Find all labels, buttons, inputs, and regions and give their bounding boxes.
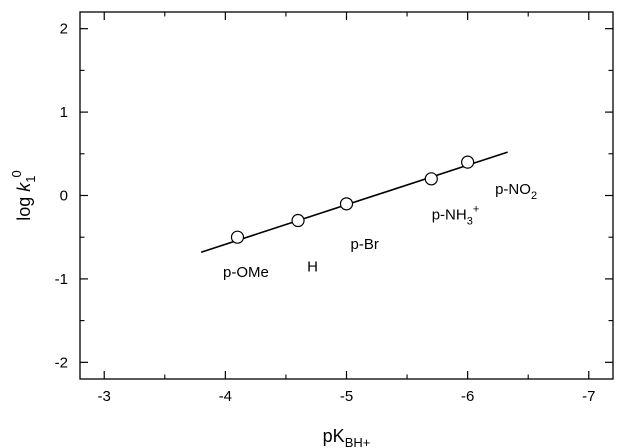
annotation-main: H xyxy=(307,258,318,275)
annotation-superscript: + xyxy=(473,204,479,216)
fit-line xyxy=(200,151,508,253)
annotation-subscript: 3 xyxy=(467,216,473,228)
point-annotation: p-NO2 xyxy=(495,181,537,202)
annotation-main: p-OMe xyxy=(223,264,269,281)
data-point xyxy=(291,213,305,228)
y-axis-title-main: log xyxy=(14,192,34,221)
x-axis-title-subscript: BH+ xyxy=(345,435,371,448)
y-axis-title: log k10 xyxy=(9,170,38,221)
x-axis-title: pKBH+ xyxy=(323,426,371,448)
data-point xyxy=(230,230,245,244)
x-tick-label: -3 xyxy=(98,388,111,405)
x-tick-label: -7 xyxy=(582,388,595,405)
points-layer xyxy=(230,155,475,244)
y-tick-label: -1 xyxy=(55,271,68,288)
y-axis-title-superscript: 0 xyxy=(9,170,24,177)
y-tick-label: 2 xyxy=(60,21,68,38)
annotations-layer: p-OMe Hp-Br p-NH3+ p-NO2 xyxy=(223,181,537,281)
fit-line-layer xyxy=(200,151,508,253)
point-annotation: H xyxy=(307,258,318,275)
point-annotation: p-OMe xyxy=(223,264,269,281)
annotation-main: p-Br xyxy=(350,236,378,253)
y-tick-label: 0 xyxy=(60,188,68,205)
y-axis-title-subscript: 1 xyxy=(23,175,38,182)
x-axis-title-main: pK xyxy=(323,426,345,446)
annotation-main: p-NH xyxy=(432,207,467,224)
x-tick-label: -6 xyxy=(461,388,474,405)
annotation-main: p-NO xyxy=(495,181,531,198)
data-point xyxy=(339,197,354,211)
annotation-subscript: 2 xyxy=(531,190,537,202)
data-point xyxy=(424,172,438,186)
x-tick-label: -5 xyxy=(340,388,353,405)
point-annotation: p-NH3+ xyxy=(432,204,480,228)
ticks-layer: -3 -4 -5 -6 -7 -2 -1 0 1 2 xyxy=(55,12,613,405)
axis-labels-layer: pKBH+log k10 xyxy=(9,170,370,448)
y-tick-label: -2 xyxy=(55,354,68,371)
point-annotation: p-Br xyxy=(350,236,378,253)
data-point xyxy=(461,155,475,169)
y-tick-label: 1 xyxy=(60,104,68,121)
y-axis-title-italic: k xyxy=(14,182,34,192)
x-tick-label: -4 xyxy=(219,388,232,405)
